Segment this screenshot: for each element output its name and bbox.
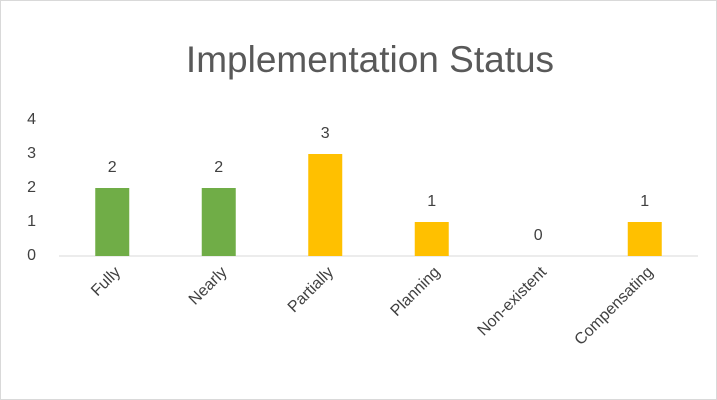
data-label: 2 — [214, 159, 223, 176]
y-tick-label: 4 — [27, 111, 36, 128]
bar — [308, 154, 343, 256]
y-tick-label: 2 — [27, 179, 36, 196]
bar — [627, 222, 662, 256]
data-label: 3 — [321, 125, 330, 142]
bar — [201, 188, 236, 256]
y-tick-label: 1 — [27, 213, 36, 230]
bar — [95, 188, 130, 256]
data-label: 1 — [640, 193, 649, 210]
y-tick-label: 3 — [27, 145, 36, 162]
bar — [414, 222, 449, 256]
chart-title: Implementation Status — [186, 39, 554, 80]
data-label: 0 — [534, 227, 543, 244]
data-label: 2 — [108, 159, 117, 176]
y-tick-label: 0 — [27, 247, 36, 264]
data-label: 1 — [427, 193, 436, 210]
